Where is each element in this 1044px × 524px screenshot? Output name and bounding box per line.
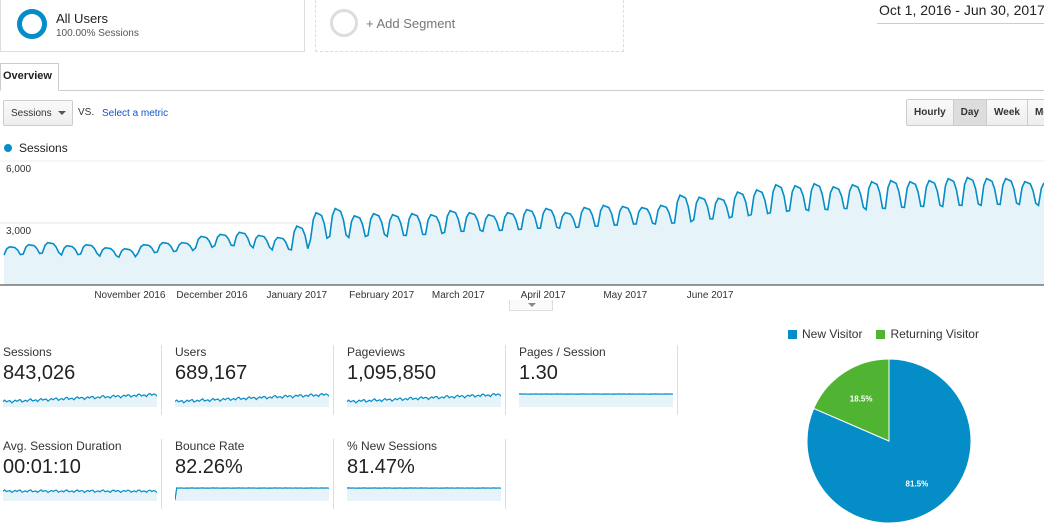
sparkline [519,393,673,407]
sparkline [3,489,157,501]
y-tick-label: 3,000 [6,226,31,237]
sparkline [3,392,157,407]
granularity-month-button[interactable]: Mon [1027,100,1044,125]
visitor-type-pie[interactable]: 81.5% 18.5% [805,358,975,524]
sparkline-area [175,393,329,407]
x-tick-label: January 2017 [266,290,327,300]
metric-value: 00:01:10 [3,456,81,478]
metric-card-sessions[interactable]: Sessions 843,026 [0,345,162,415]
metric-value: 689,167 [175,362,248,384]
metric-name: Pages / Session [519,345,606,359]
sparkline-line [3,489,157,494]
sparkline-area [347,487,501,501]
sessions-line [3,176,1044,259]
sparkline-line [347,392,501,404]
x-tick-label: December 2016 [176,290,248,300]
metric-card-pageviews[interactable]: Pageviews 1,095,850 [344,345,506,415]
metric-value: 1.30 [519,362,558,384]
metric-value: 82.26% [175,456,243,478]
metric-card-pages-per-session[interactable]: Pages / Session 1.30 [516,345,678,415]
tab-divider [0,90,1044,91]
segment-title: All Users [56,11,109,26]
sparkline-area [347,393,501,407]
metric-card-bounce-rate[interactable]: Bounce Rate 82.26% [172,439,334,509]
sparkline [175,487,329,501]
segment-subtitle: 100.00% Sessions [56,28,139,39]
pie-legend: New Visitor Returning Visitor [788,327,979,341]
x-tick-label: March 2017 [432,290,485,300]
x-tick-label: June 2017 [687,290,734,300]
metric-name: Avg. Session Duration [3,439,122,453]
select-metric-link[interactable]: Select a metric [102,108,169,119]
sparkline-area [3,489,157,501]
metric-card-avg-session-duration[interactable]: Avg. Session Duration 00:01:10 [0,439,162,509]
add-segment-button[interactable]: + Add Segment [315,0,624,52]
sessions-chart[interactable]: 6,000 3,000 November 2016 December 2016 Ja… [0,155,1044,300]
new-visitor-swatch [788,329,797,339]
sparkline [347,392,501,407]
pie-slice-label: 81.5% [906,480,929,489]
sparkline [347,487,501,501]
sparkline-line [3,392,157,404]
metric-card-new-sessions[interactable]: % New Sessions 81.47% [344,439,506,509]
granularity-toggle: Hourly Day Week Mon [906,99,1044,126]
x-tick-label: November 2016 [94,290,166,300]
sparkline-area [175,487,329,501]
metric-name: Users [175,345,207,359]
x-tick-label: February 2017 [349,290,414,300]
sparkline-line [175,392,329,404]
pie-slice-label: 18.5% [850,395,873,404]
metric-card-users[interactable]: Users 689,167 [172,345,334,415]
x-tick-label: April 2017 [521,290,566,300]
metric-select-value: Sessions [11,108,52,119]
tab-overview[interactable]: Overview [0,63,59,91]
metric-name: Sessions [3,345,52,359]
sparkline [175,392,329,407]
metric-value: 1,095,850 [347,362,436,384]
add-segment-label: + Add Segment [366,16,456,31]
metric-name: Bounce Rate [175,439,245,453]
sessions-area [4,177,1044,285]
pie-legend-returning-visitor[interactable]: Returning Visitor [890,327,979,341]
add-segment-ring-icon [330,9,358,37]
caret-down-icon [58,111,66,115]
chart-resize-handle[interactable] [509,300,553,311]
sessions-legend-dot [4,144,12,152]
metric-value: 81.47% [347,456,415,478]
pie-slice-returning-visitor[interactable] [813,358,890,442]
x-tick-label: May 2017 [603,290,647,300]
date-range-picker[interactable]: Oct 1, 2016 - Jun 30, 2017 [877,0,1044,24]
granularity-day-button[interactable]: Day [953,100,988,125]
granularity-hourly-button[interactable]: Hourly [907,100,954,125]
segment-ring-icon [17,9,47,39]
chevron-down-icon [528,303,536,307]
granularity-week-button[interactable]: Week [987,100,1028,125]
y-tick-label: 6,000 [6,164,31,175]
metric-name: % New Sessions [347,439,438,453]
metric-name: Pageviews [347,345,406,359]
returning-visitor-swatch [876,329,886,339]
segment-all-users[interactable]: All Users 100.00% Sessions [0,0,305,52]
sparkline-area [519,393,673,407]
metric-value: 843,026 [3,362,76,384]
pie-legend-new-visitor[interactable]: New Visitor [802,327,863,341]
sparkline-area [3,393,157,407]
metric-select[interactable]: Sessions [3,100,73,126]
vs-label: VS. [78,107,95,118]
sparkline-line [175,487,329,501]
chart-legend-label: Sessions [19,141,68,155]
